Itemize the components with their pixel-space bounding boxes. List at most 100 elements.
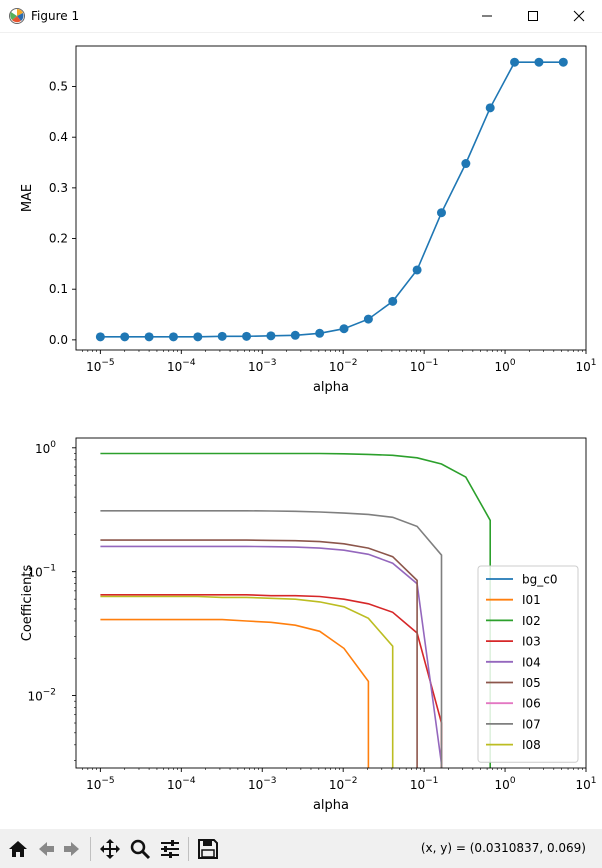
data-point (412, 265, 422, 275)
axes-frame (75, 437, 587, 769)
x-tick-label: 10−5 (86, 358, 115, 374)
y-tick-label: 100 (35, 440, 56, 456)
x-tick-label: 100 (495, 776, 516, 792)
x-tick-label: 10−3 (248, 776, 277, 792)
back-button[interactable] (32, 835, 60, 863)
data-point (485, 103, 495, 113)
window-titlebar: Figure 1 (0, 0, 602, 33)
series-line-I05 (100, 539, 418, 768)
x-tick-label: 10−4 (167, 358, 196, 374)
home-icon (9, 841, 27, 857)
series-line-I04 (100, 545, 443, 765)
data-point (290, 330, 300, 340)
legend-label: I07 (522, 717, 541, 731)
data-point (266, 331, 276, 341)
home-button[interactable] (4, 835, 32, 863)
x-tick-label: 10−1 (410, 358, 439, 374)
y-tick-label: 10−1 (27, 564, 56, 580)
toolbar-separator (188, 837, 189, 861)
legend-label: I04 (522, 655, 541, 669)
series-line-I08 (100, 595, 394, 768)
legend-label: I05 (522, 676, 541, 690)
data-point (363, 314, 373, 324)
x-tick-label: 10−4 (167, 776, 196, 792)
maximize-icon (528, 11, 538, 21)
y-tick-label: 0.1 (49, 282, 68, 296)
x-axis-label: alpha (313, 798, 349, 813)
series-group (95, 57, 568, 342)
close-icon (573, 10, 585, 22)
coefficients-chart: 10−5 10−4 10−3 10−2 10−1 100 101 10−2 10−1 100 alp… (20, 437, 597, 813)
data-point (242, 331, 252, 341)
series-line-I07 (100, 509, 443, 768)
minimize-icon (482, 15, 492, 17)
y-axis-label: MAE (20, 184, 35, 212)
save-button[interactable] (194, 835, 222, 863)
move-icon (100, 839, 120, 859)
series-group (100, 452, 492, 768)
zoom-button[interactable] (126, 835, 154, 863)
data-point (168, 332, 178, 342)
back-arrow-icon (39, 842, 54, 856)
axes-frame (75, 45, 587, 351)
sliders-icon (161, 840, 179, 858)
series-line-I01 (100, 618, 370, 768)
data-point (193, 332, 203, 342)
legend-label: I01 (522, 593, 541, 607)
x-tick-label: 10−1 (410, 776, 439, 792)
legend-label: I03 (522, 635, 541, 649)
maximize-button[interactable] (510, 0, 556, 32)
y-tick-label: 10−2 (27, 688, 56, 704)
legend: bg_c0 I01 I02 I03 I04 I05 I06 I07 I08 (477, 565, 579, 763)
close-button[interactable] (556, 0, 602, 32)
x-tick-label: 10−2 (329, 358, 358, 374)
x-tick-label: 101 (575, 776, 596, 792)
data-point (436, 208, 446, 218)
forward-arrow-icon (64, 842, 79, 856)
floppy-disk-icon (198, 839, 218, 859)
data-point (510, 57, 520, 67)
navigation-toolbar: (x, y) = (0.0310837, 0.069) (0, 829, 602, 868)
minimize-button[interactable] (464, 0, 510, 32)
y-tick-label: 0.5 (49, 80, 68, 94)
x-tick-label: 101 (575, 358, 596, 374)
mae-chart: 10−5 10−4 10−3 10−2 10−1 100 101 0.0 0.1 0.2 0.3 0.… (20, 45, 597, 395)
data-point (144, 332, 154, 342)
data-point (461, 159, 471, 169)
y-tick-label: 0.3 (49, 181, 68, 195)
data-point (217, 331, 227, 341)
y-axis-label: Coefficients (20, 565, 35, 642)
x-axis-label: alpha (313, 380, 349, 395)
series-line-I03 (100, 593, 443, 768)
y-tick-label: 0.4 (49, 130, 68, 144)
data-point (388, 296, 398, 306)
series-line-I02 (100, 452, 492, 768)
x-tick-label: 10−2 (329, 776, 358, 792)
series-line-mae (100, 61, 564, 338)
legend-label: I08 (522, 738, 541, 752)
window-title: Figure 1 (31, 9, 80, 23)
data-point (315, 328, 325, 338)
figure-canvas[interactable]: 10−5 10−4 10−3 10−2 10−1 100 101 0.0 0.1 0.2 0.3 0.… (0, 33, 602, 829)
legend-label: I06 (522, 697, 541, 711)
matplotlib-app-icon (9, 8, 25, 24)
legend-label: I02 (522, 614, 541, 628)
x-tick-label: 10−5 (86, 776, 115, 792)
y-tick-label: 0.2 (49, 232, 68, 246)
legend-box (477, 565, 579, 763)
cursor-coordinates: (x, y) = (0.0310837, 0.069) (420, 841, 586, 855)
data-point (120, 332, 130, 342)
forward-button[interactable] (58, 835, 86, 863)
magnifier-icon (130, 839, 151, 860)
y-tick-label: 0.0 (49, 333, 68, 347)
x-tick-label: 100 (495, 358, 516, 374)
x-tick-label: 10−3 (248, 358, 277, 374)
data-point (558, 57, 568, 67)
data-point (339, 324, 349, 334)
toolbar-separator (90, 837, 91, 861)
data-point (95, 332, 105, 342)
pan-button[interactable] (96, 835, 124, 863)
data-point (534, 57, 544, 67)
figure-svg[interactable]: 10−5 10−4 10−3 10−2 10−1 100 101 0.0 0.1 0.2 0.3 0.… (0, 33, 602, 829)
configure-subplots-button[interactable] (156, 835, 184, 863)
